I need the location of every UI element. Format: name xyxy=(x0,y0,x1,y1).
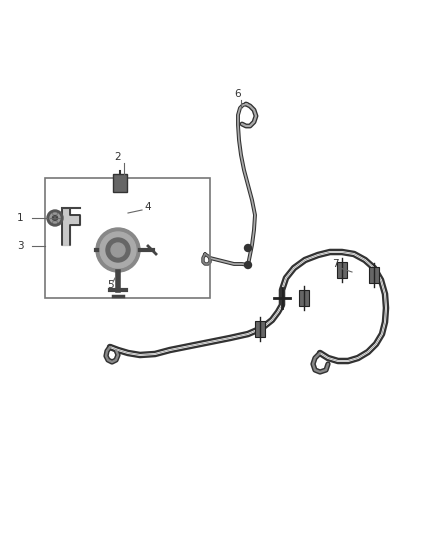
Circle shape xyxy=(50,213,60,223)
Text: 2: 2 xyxy=(115,152,121,162)
Text: 1: 1 xyxy=(17,213,23,223)
Text: 7: 7 xyxy=(332,259,338,269)
Circle shape xyxy=(53,215,57,221)
Text: 4: 4 xyxy=(145,202,151,212)
Text: 3: 3 xyxy=(17,241,23,251)
Circle shape xyxy=(244,245,251,252)
Polygon shape xyxy=(62,208,80,245)
Bar xyxy=(299,290,309,306)
Bar xyxy=(255,321,265,337)
Bar xyxy=(369,267,379,283)
Circle shape xyxy=(106,238,130,262)
Circle shape xyxy=(96,228,140,272)
Circle shape xyxy=(100,232,136,268)
Bar xyxy=(45,178,210,298)
Bar xyxy=(113,174,127,192)
Text: 5: 5 xyxy=(107,280,113,290)
Bar xyxy=(337,262,347,278)
Text: 6: 6 xyxy=(235,89,241,99)
Circle shape xyxy=(111,243,125,257)
Circle shape xyxy=(47,210,63,226)
Circle shape xyxy=(244,262,251,269)
